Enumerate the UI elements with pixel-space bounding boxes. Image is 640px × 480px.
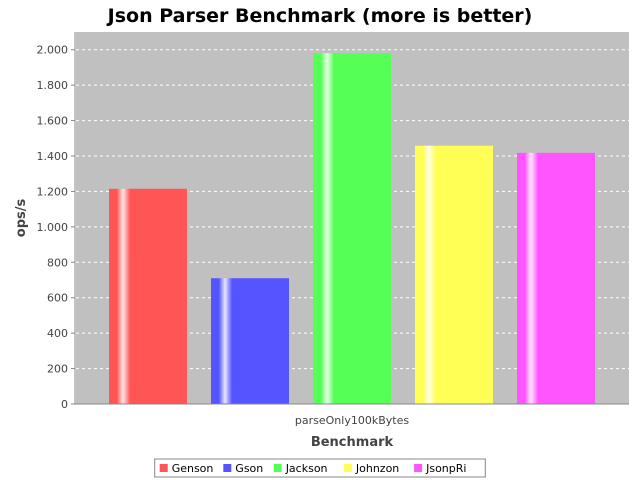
bars [109,53,595,404]
bar-genson [109,188,187,404]
y-axis-label: ops/s [14,199,29,238]
y-tick-label: 0 [61,398,68,411]
y-axis-ticks: 0 200 400 600 800 1.000 1.200 1.400 1.600 1.800 2.… [37,44,75,411]
legend-label-genson: Genson [172,462,214,475]
legend-label-gson: Gson [235,462,263,475]
legend-label-jsonpri: JsonpRi [425,462,466,475]
x-axis-label: Benchmark [311,435,394,450]
bar-gson [211,278,289,404]
legend-swatch-gson [223,464,232,472]
y-tick-label: 400 [47,327,68,340]
y-tick-label: 1.400 [37,150,69,163]
y-tick-label: 800 [47,256,68,269]
y-tick-label: 200 [47,363,68,376]
legend-label-jackson: Jackson [285,462,328,475]
x-category-label: parseOnly100kBytes [295,414,409,427]
y-tick-label: 1.800 [37,79,69,92]
bar-johnzon [415,145,493,404]
y-tick-label: 1.600 [37,115,69,128]
legend-label-johnzon: Johnzon [355,462,399,475]
legend-swatch-genson [159,464,168,472]
y-tick-label: 1.200 [37,185,69,198]
legend-swatch-johnzon [343,464,352,472]
bar-jackson [313,53,391,404]
chart-title: Json Parser Benchmark (more is better) [106,5,533,27]
y-tick-label: 2.000 [37,44,69,57]
bar-jsonpri [517,152,595,404]
y-tick-label: 600 [47,292,68,305]
legend: Genson Gson Jackson Johnzon JsonpRi [154,458,486,478]
legend-box [154,458,486,478]
legend-swatch-jackson [273,464,282,472]
legend-swatch-jsonpri [414,464,423,472]
y-tick-label: 1.000 [37,221,69,234]
